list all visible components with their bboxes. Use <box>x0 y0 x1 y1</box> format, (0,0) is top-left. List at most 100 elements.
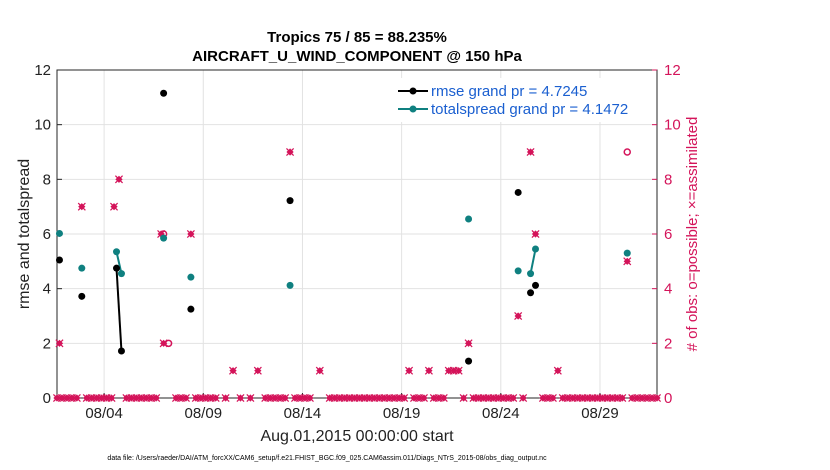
obs-assimilated-point <box>55 339 64 348</box>
obs-assimilated-zero <box>618 393 627 403</box>
obs-assimilated-stroke <box>236 393 245 403</box>
y-left-tick-label: 12 <box>34 62 51 79</box>
y-right-tick-label: 6 <box>664 226 672 243</box>
spread-point <box>527 270 535 278</box>
obs-assimilated-stroke <box>110 202 119 211</box>
obs-assimilated-point <box>253 366 262 375</box>
obs-assimilated-stroke <box>424 366 433 375</box>
obs-assimilated-stroke <box>548 393 557 403</box>
obs-assimilated-zero <box>181 393 190 403</box>
obs-assimilated-point <box>623 257 632 266</box>
obs-assimilated-point <box>110 202 119 211</box>
spread-line-segment <box>115 251 123 274</box>
obs-assimilated-stroke <box>55 339 64 348</box>
spread-point <box>465 215 473 223</box>
obs-assimilated-stroke <box>652 393 662 403</box>
obs-assimilated-point <box>315 366 324 375</box>
obs-assimilated-stroke <box>281 393 290 403</box>
y-right-tick-label: 2 <box>664 335 672 352</box>
obs-assimilated-zero <box>400 393 409 403</box>
obs-assimilated-stroke <box>211 393 220 403</box>
obs-assimilated-stroke <box>114 175 124 184</box>
y-left-tick-label: 2 <box>43 335 51 352</box>
obs-possible-point <box>623 148 631 156</box>
x-tick-label: 08/24 <box>482 405 520 422</box>
obs-assimilated-zero <box>652 393 662 403</box>
obs-assimilated-point <box>424 366 433 375</box>
spread-point <box>78 264 86 272</box>
y-right-tick-label: 4 <box>664 281 672 298</box>
spread-point <box>514 267 522 275</box>
grid-layer <box>57 70 657 398</box>
obs-assimilated-point <box>514 311 523 321</box>
obs-assimilated-zero <box>419 393 428 403</box>
obs-assimilated-stroke <box>400 393 409 403</box>
obs-assimilated-point <box>405 366 414 375</box>
legend-rmse-marker <box>409 87 417 95</box>
obs-assimilated-point <box>531 229 540 239</box>
obs-assimilated-stroke <box>246 393 255 403</box>
obs-assimilated-point <box>229 366 238 375</box>
rmse-point <box>78 292 86 300</box>
obs-assimilated-zero <box>548 393 557 403</box>
obs-assimilated-stroke <box>152 393 161 403</box>
spread-point <box>113 248 121 256</box>
rmse-point <box>514 188 522 196</box>
x-tick-label: 08/29 <box>581 405 619 422</box>
obs-assimilated-zero <box>305 393 314 403</box>
footnote: data file: /Users/raeder/DAI/ATM_forcXX/… <box>107 455 547 462</box>
obs-assimilated-stroke <box>77 202 86 211</box>
obs-assimilated-stroke <box>253 366 262 375</box>
spread-point <box>532 245 540 253</box>
obs-assimilated-stroke <box>439 393 448 403</box>
rmse-point <box>532 281 540 289</box>
y-left-tick-label: 4 <box>43 281 51 298</box>
obs-assimilated-point <box>454 366 463 375</box>
y-left-tick-label: 0 <box>43 390 51 407</box>
y-right-tick-label: 8 <box>664 171 672 188</box>
rmse-point <box>55 256 63 264</box>
obs-assimilated-stroke <box>107 393 116 403</box>
obs-assimilated-stroke <box>405 366 414 375</box>
obs-assimilated-point <box>464 339 473 348</box>
marker-layer <box>55 89 631 365</box>
obs-assimilated-point <box>553 366 562 375</box>
rmse-point <box>286 197 294 205</box>
x-tick-label: 08/14 <box>284 405 322 422</box>
rmse-line-segment <box>115 268 123 352</box>
y-right-tick-label: 12 <box>664 62 681 79</box>
obs-assimilated-point <box>114 175 124 184</box>
y-right-tick-label: 0 <box>664 390 672 407</box>
obs-assimilated-stroke <box>315 366 324 375</box>
chart-title: Tropics 75 / 85 = 88.235% <box>267 29 447 46</box>
obs-assimilated-zero <box>72 393 81 403</box>
chart-subtitle: AIRCRAFT_U_WIND_COMPONENT @ 150 hPa <box>192 48 522 65</box>
x-tick-label: 08/09 <box>185 405 223 422</box>
y-left-tick-label: 6 <box>43 226 51 243</box>
obs-assimilated-stroke <box>305 393 314 403</box>
obs-assimilated-zero <box>221 393 230 403</box>
obs-assimilated-point <box>526 147 535 157</box>
obs-assimilated-stroke <box>553 366 562 375</box>
obs-assimilated-stroke <box>618 393 627 403</box>
legend: rmse grand pr = 4.7245 totalspread grand… <box>393 78 651 122</box>
obs-assimilated-zero <box>107 393 116 403</box>
obs-possible-point <box>164 339 173 348</box>
y-left-tick-label: 10 <box>34 117 51 134</box>
obs-layer <box>52 147 662 403</box>
obs-assimilated-stroke <box>181 393 190 403</box>
spread-point <box>286 281 294 289</box>
tick-layer: 0 0 2 2 4 4 6 6 8 8 10 10 12 12 08/04 08/09 08/14 08/19 08… <box>34 62 680 422</box>
rmse-point <box>117 347 125 355</box>
spread-line-segment <box>529 248 537 274</box>
obs-assimilated-stroke <box>519 393 528 403</box>
obs-assimilated-stroke <box>286 147 295 157</box>
y-right-tick-label: 10 <box>664 117 681 134</box>
obs-assimilated-point <box>186 229 195 239</box>
obs-assimilated-zero <box>152 393 161 403</box>
obs-assimilated-stroke <box>464 339 473 348</box>
rmse-point <box>160 89 168 97</box>
x-tick-label: 08/04 <box>85 405 123 422</box>
spread-point <box>55 229 63 237</box>
obs-assimilated-zero <box>281 393 290 403</box>
